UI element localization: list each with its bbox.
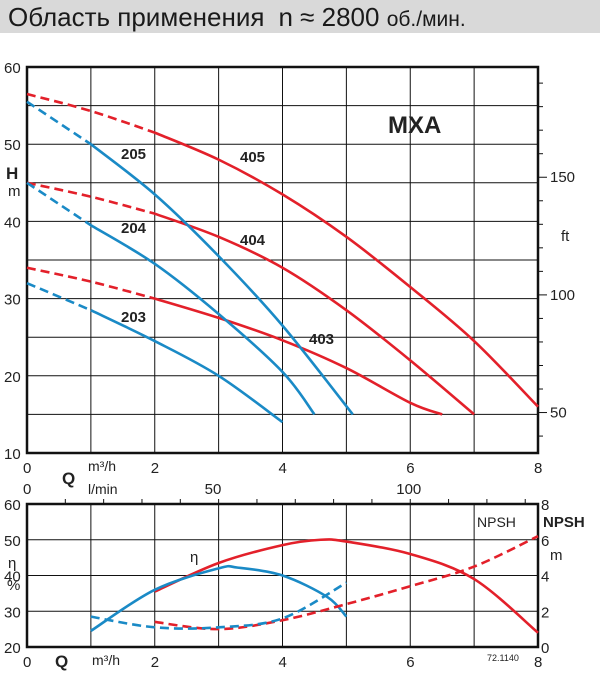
eta-curve-blue [90,564,348,633]
curve-204-dashed [26,181,92,227]
curve-204 [90,224,316,416]
curve-404-dashed [26,181,156,215]
lmin-tick-label: 100 [396,481,421,498]
curve-403 [154,297,443,416]
x-tick-label-lower: 8 [534,654,542,671]
x-tick-label: 0 [23,460,31,477]
y-tick-label: 10 [4,446,21,463]
x-tick-label-lower: 6 [406,654,414,671]
eta-axis-unit: % [7,577,20,594]
x-tick-label-lower: 2 [151,654,159,671]
ft-axis-label: ft [561,228,570,245]
curve-405-dashed [26,92,156,134]
curve-203 [90,309,284,424]
npsh-curve-red [154,535,539,631]
npsh-tick-label: 2 [541,604,549,621]
npsh-tick-label: 8 [541,497,549,514]
lmin-tick-label: 50 [205,481,222,498]
npsh-tick-label: 0 [541,640,549,657]
h-axis-label: H [6,164,18,183]
q-axis-label: Q [62,469,75,488]
x-tick-label-lower: 4 [279,654,287,671]
curve-label-404: 404 [240,232,266,249]
q-axis-label-lower: Q [55,652,68,671]
eta-tick-label: 60 [4,497,21,514]
speed-value: n ≈ 2800 [278,2,380,32]
ft-tick-label: 50 [550,405,567,422]
y-tick-label: 40 [4,214,21,231]
curve-403-dashed [26,266,156,300]
eta-tag: η [190,549,198,566]
curve-label-203: 203 [121,309,146,326]
x-tick-label: 6 [406,460,414,477]
q-unit-lmin: l/min [88,481,118,497]
title-bar: Область применения n ≈ 2800 об./мин. [0,0,600,33]
npsh-tag: NPSH [477,514,516,530]
curve-label-403: 403 [309,331,334,348]
h-axis-unit: m [8,183,21,200]
eta-tick-label: 40 [4,569,21,586]
speed-unit: об./мин. [386,8,466,31]
curve-205-dashed [26,100,92,146]
title-text: Область применения [8,2,265,32]
npsh-curve-blue [90,581,348,630]
model-label: MXA [388,112,441,139]
y-tick-label: 20 [4,369,21,386]
q-unit-m3h: m³/h [88,458,116,474]
npsh-axis-label: NPSH [543,514,585,531]
y-tick-label: 50 [4,137,21,154]
curve-205 [90,143,354,416]
page-title: Область применения n ≈ 2800 об./мин. [8,2,466,33]
eta-axis-label: η [8,555,16,572]
curve-405 [154,131,539,408]
curve-label-405: 405 [240,149,265,166]
y-tick-label: 30 [4,292,21,309]
figure-code: 72.1140 [487,653,519,663]
eta-tick-label: 20 [4,640,21,657]
x-tick-label: 4 [279,460,287,477]
npsh-tick-label: 6 [541,533,549,550]
plot-frame-lower [25,502,540,649]
curve-label-204: 204 [121,220,147,237]
q-unit-lower: m³/h [92,652,120,668]
x-tick-label: 8 [534,460,542,477]
npsh-axis-unit: m [550,547,563,564]
ft-tick-label: 150 [550,169,575,186]
plot-frame [25,65,540,455]
x-tick-label: 2 [151,460,159,477]
eta-tick-label: 30 [4,604,21,621]
y-tick-label: 60 [4,60,21,77]
curve-404 [154,212,475,416]
eta-tick-label: 50 [4,533,21,550]
ft-tick-label: 100 [550,287,575,304]
lmin-tick-label: 0 [23,481,31,498]
eta-curve-red [154,538,539,634]
curve-203-dashed [26,281,92,312]
curve-label-205: 205 [121,146,146,163]
x-tick-label-lower: 0 [23,654,31,671]
npsh-tick-label: 4 [541,569,549,586]
